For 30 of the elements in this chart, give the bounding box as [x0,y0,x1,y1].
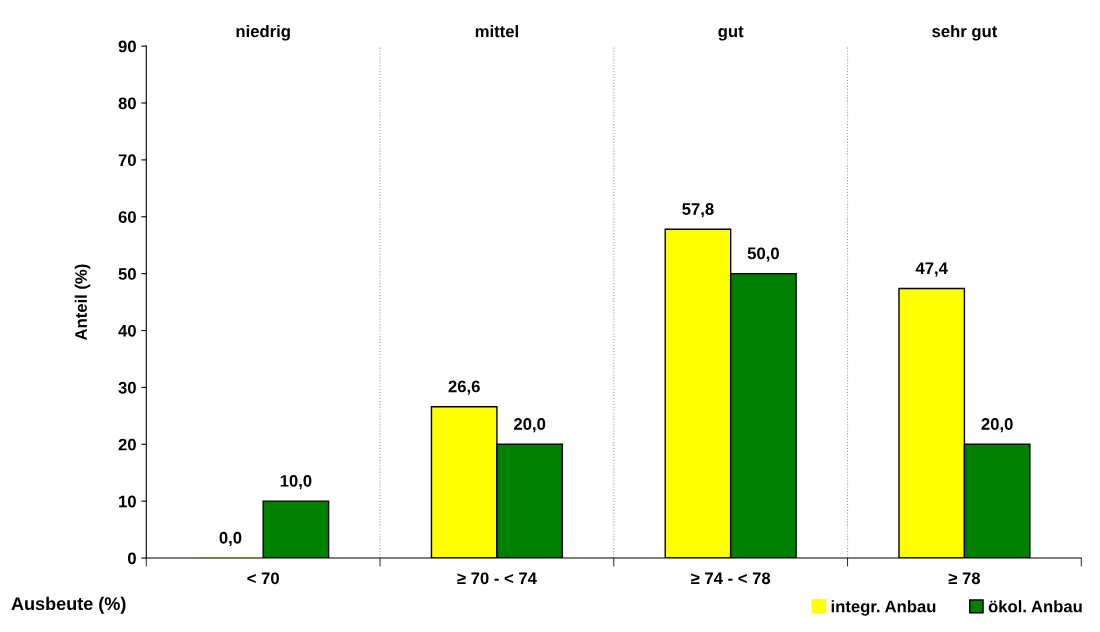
y-tick-label: 90 [118,40,136,53]
data-label: 10,0 [280,474,312,490]
legend-label: ökol. Anbau [988,600,1082,613]
y-tick-label: 50 [118,268,136,280]
data-label: 57,8 [682,203,714,218]
x-axis-title: Ausbeute (%) [11,596,126,614]
data-label: 20,0 [514,418,546,433]
data-label: 26,6 [448,380,480,395]
y-tick-label: 20 [118,438,136,451]
y-tick-label: 30 [118,381,136,394]
y-tick-label: 60 [118,211,136,223]
text: sehr gut [932,24,998,41]
data-label: 20,0 [981,418,1013,433]
x-tick-label: < 70 [247,572,279,585]
y-tick-label: 0 [127,552,136,565]
text: gut [718,26,744,41]
data-label: 47,4 [915,262,948,277]
y-tick-label: 40 [118,324,136,337]
text: mittel [475,25,518,38]
y-axis-title: Anteil (%) [74,264,91,341]
y-tick-label: 80 [118,97,136,110]
x-tick-label: ≥ 78 [948,572,981,585]
legend-label: integr. Anbau [831,600,936,616]
y-tick-label: 70 [118,154,136,167]
y-tick-label: 10 [119,495,136,508]
text: niedrig [236,24,290,41]
x-tick-label: ≥ 74 - < 78 [691,572,771,585]
data-label: 0,0 [219,531,242,547]
data-label: 50,0 [747,247,779,262]
x-tick-label: ≥ 70 - < 74 [457,572,537,585]
